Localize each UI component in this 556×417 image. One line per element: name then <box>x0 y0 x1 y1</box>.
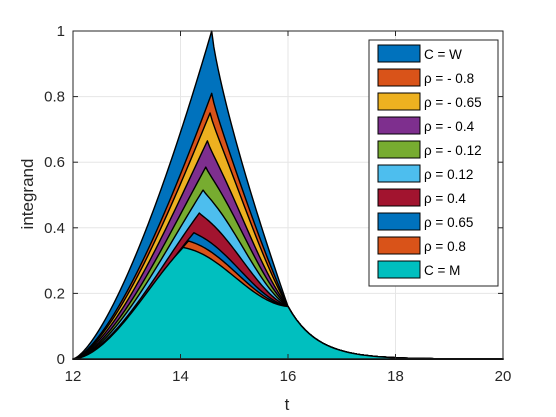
legend-entry: C = W <box>424 47 462 62</box>
x-tick-label: 14 <box>172 368 189 385</box>
legend-entry: ρ = - 0.4 <box>424 119 475 134</box>
x-axis-ticks: 12 14 16 18 20 <box>65 31 512 385</box>
legend-swatch <box>377 68 421 87</box>
legend-entry: ρ = 0.12 <box>424 167 473 182</box>
y-axis-ticks: 0 0.2 0.4 0.6 0.8 1 <box>44 23 503 368</box>
legend-swatch <box>377 44 421 63</box>
legend-entry: ρ = - 0.8 <box>424 71 474 86</box>
legend-entry: ρ = 0.4 <box>424 191 466 206</box>
x-axis-label: t <box>285 395 290 414</box>
legend-swatch <box>377 260 421 279</box>
legend-entry: ρ = 0.65 <box>424 215 473 230</box>
areas <box>72 30 504 360</box>
y-axis-label: integrand <box>18 159 37 230</box>
legend-swatch <box>377 116 421 135</box>
legend-swatch <box>377 140 421 159</box>
legend-entry: ρ = 0.8 <box>424 239 466 254</box>
y-tick-label: 0.6 <box>44 154 65 171</box>
y-tick-label: 1 <box>57 23 65 40</box>
legend-entry: ρ = - 0.12 <box>424 143 482 158</box>
legend-swatch <box>377 236 421 255</box>
x-tick-label: 12 <box>65 368 82 385</box>
legend-swatch <box>377 188 421 207</box>
y-tick-label: 0.4 <box>44 220 65 237</box>
x-tick-label: 18 <box>387 368 404 385</box>
x-tick-label: 20 <box>495 368 512 385</box>
legend-swatch <box>377 164 421 183</box>
legend-entry: ρ = - 0.65 <box>424 95 482 110</box>
series-area <box>72 246 504 360</box>
y-tick-label: 0.8 <box>44 89 65 106</box>
y-tick-label: 0 <box>57 351 65 368</box>
legend: C = W ρ = - 0.8 ρ = - 0.65 ρ = - 0.4 ρ = - 0… <box>368 39 499 287</box>
legend-swatch <box>377 92 421 111</box>
legend-swatch <box>377 212 421 231</box>
y-tick-label: 0.2 <box>44 285 65 302</box>
legend-entry: C = M <box>424 263 460 278</box>
x-tick-label: 16 <box>280 368 297 385</box>
